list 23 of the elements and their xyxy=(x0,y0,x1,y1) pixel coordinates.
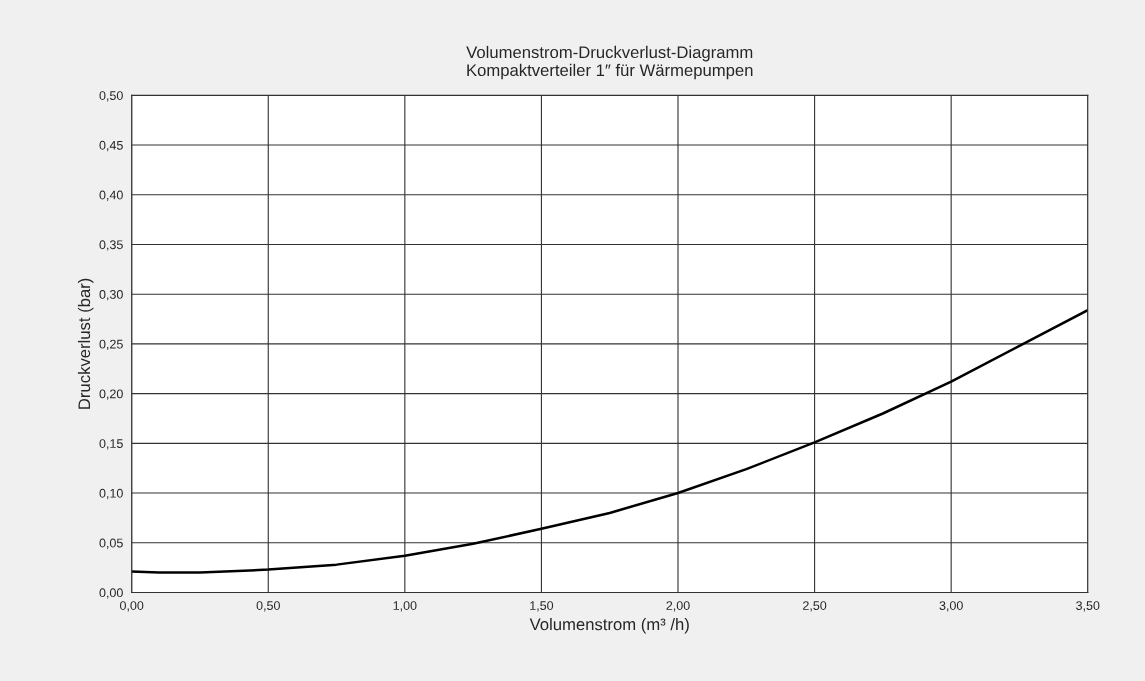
y-tick-label: 0,30 xyxy=(99,289,123,301)
x-tick-label: 0,50 xyxy=(256,601,280,612)
x-axis-title: Volumenstrom (m³ /h) xyxy=(529,618,689,634)
y-tick-label: 0,50 xyxy=(99,91,123,102)
x-tick-label: 2,50 xyxy=(803,601,827,612)
y-tick-label: 0,40 xyxy=(99,190,123,201)
chart-title: Volumenstrom-Druckverlust-Diagramm Kompaktverteiler 1″ für Wärmepumpen xyxy=(466,45,753,80)
y-tick-label: 0,10 xyxy=(99,488,123,500)
y-tick-label: 0,05 xyxy=(99,538,123,549)
x-tick-label: 3,50 xyxy=(1076,601,1100,612)
y-axis-title: Druckverlust (bar) xyxy=(77,278,94,409)
x-tick-label: 1,00 xyxy=(393,601,417,612)
y-tick-label: 0,25 xyxy=(99,339,123,351)
x-tick-label: 2,00 xyxy=(666,601,690,612)
y-tick-label: 0,20 xyxy=(99,389,123,400)
y-tick-label: 0,35 xyxy=(99,240,123,251)
line-series xyxy=(131,308,1088,574)
y-tick-label: 0,15 xyxy=(99,439,123,450)
x-tick-label: 3,00 xyxy=(939,601,963,612)
x-tick-label: 1,50 xyxy=(530,601,554,612)
y-tick-label: 0,00 xyxy=(99,588,123,599)
y-tick-label: 0,45 xyxy=(99,140,123,152)
x-tick-label: 0,00 xyxy=(120,601,144,612)
